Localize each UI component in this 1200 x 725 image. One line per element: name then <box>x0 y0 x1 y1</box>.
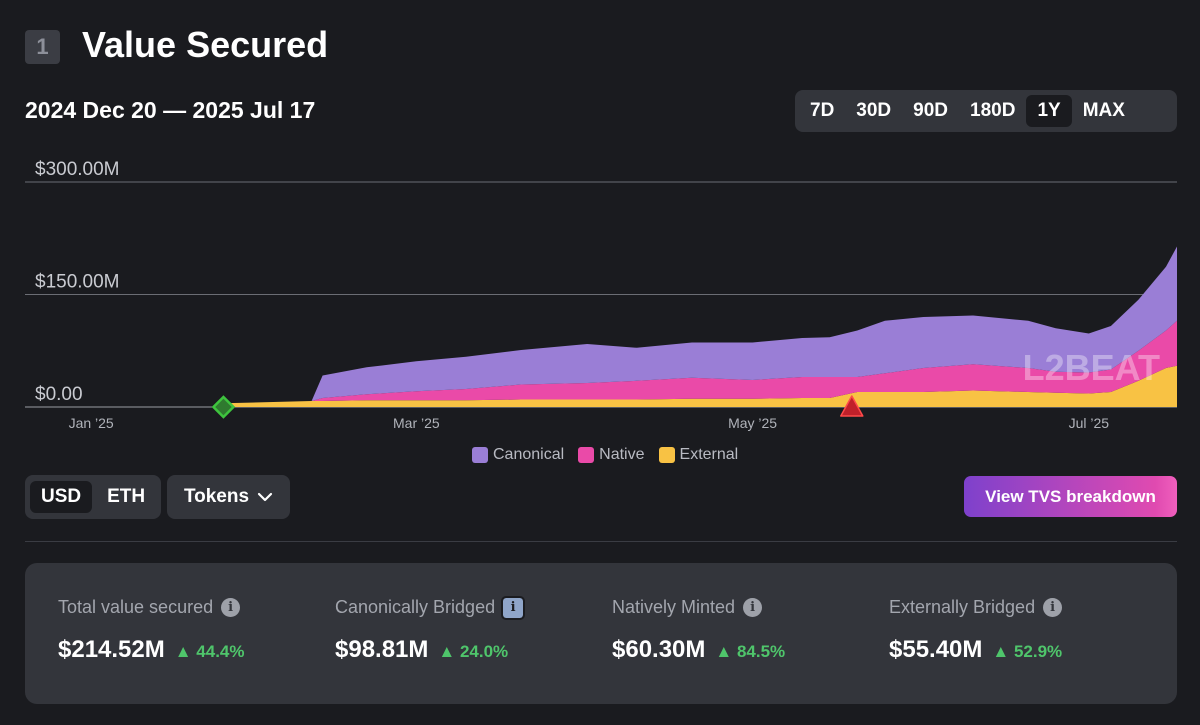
range-max-button[interactable]: MAX <box>1082 100 1125 121</box>
stat-label: Canonically Bridged <box>335 597 496 617</box>
stat-value: $60.30M <box>612 636 706 663</box>
legend-canonical: Canonical <box>472 446 564 464</box>
eth-button[interactable]: ETH <box>107 486 146 507</box>
unit-selector: USD ETH <box>25 475 161 519</box>
info-icon[interactable]: i <box>1043 598 1063 617</box>
legend-label-external: External <box>679 446 739 463</box>
incident-marker-red <box>840 395 864 417</box>
stat-label: Externally Bridged <box>889 597 1036 617</box>
area-series-native <box>223 320 1177 404</box>
value-secured-chart[interactable]: $0.00 $150.00M $300.00M Jan ’25 Mar ’25 May ’… <box>0 145 1200 435</box>
y-tick-label: $150.00M <box>35 272 120 293</box>
l2beat-watermark: L2BEAT <box>1023 347 1160 388</box>
stats-panel: Total value secured i $214.52M ▲ 44.4% Can… <box>25 563 1177 704</box>
range-90d-button[interactable]: 90D <box>913 100 949 121</box>
range-1y-button[interactable]: 1Y <box>1026 95 1072 127</box>
view-tvs-breakdown-button[interactable]: View TVS breakdown <box>964 476 1177 517</box>
stat-value: $98.81M <box>335 636 429 663</box>
y-tick-label: $0.00 <box>35 384 83 405</box>
stat-total-value-secured: Total value secured i $214.52M ▲ 44.4% <box>58 597 245 664</box>
info-icon[interactable]: i <box>221 598 241 617</box>
chevron-down-icon <box>257 492 273 502</box>
range-180d-button[interactable]: 180D <box>970 100 1016 121</box>
x-tick-label: May ’25 <box>728 415 777 431</box>
stat-change: ▲ 84.5% <box>715 642 786 661</box>
usd-button[interactable]: USD <box>30 481 93 513</box>
x-tick-label: Jan ’25 <box>69 415 114 431</box>
legend-swatch-native <box>578 447 595 463</box>
legend-label-native: Native <box>599 446 645 463</box>
stat-change: ▲ 24.0% <box>438 642 509 661</box>
tokens-label: Tokens <box>183 486 250 507</box>
stat-change: ▲ 44.4% <box>174 642 245 661</box>
x-tick-label: Mar ’25 <box>393 415 440 431</box>
y-tick-label: $300.00M <box>35 159 120 180</box>
milestone-marker-green <box>211 395 236 419</box>
tokens-dropdown[interactable]: Tokens <box>167 475 290 519</box>
page-title: Value Secured <box>82 24 329 65</box>
stat-value: $214.52M <box>58 636 165 663</box>
legend-swatch-canonical <box>472 447 488 463</box>
x-tick-label: Jul ’25 <box>1069 415 1110 431</box>
divider <box>25 541 1177 542</box>
info-icon[interactable]: i <box>501 595 526 620</box>
range-7d-button[interactable]: 7D <box>810 100 835 121</box>
legend-label-canonical: Canonical <box>493 446 565 463</box>
stat-value: $55.40M <box>889 636 983 663</box>
legend-swatch-external <box>658 447 675 463</box>
date-range: 2024 Dec 20 — 2025 Jul 17 <box>25 97 316 123</box>
range-selector: 7D 30D 90D 180D 1Y MAX <box>795 90 1177 132</box>
chart-legend: Canonical Native External <box>472 446 738 464</box>
stat-label: Natively Minted <box>612 597 736 617</box>
area-series-canonical <box>223 246 1177 404</box>
info-icon[interactable]: i <box>743 598 763 617</box>
section-number: 1 <box>25 30 60 64</box>
area-series-external <box>223 365 1177 407</box>
legend-external: External <box>658 446 739 464</box>
legend-native: Native <box>578 446 645 464</box>
stat-label: Total value secured <box>58 597 214 617</box>
range-30d-button[interactable]: 30D <box>856 100 892 121</box>
stat-externally-bridged: Externally Bridged i $55.40M ▲ 52.9% <box>889 597 1062 664</box>
stat-change: ▲ 52.9% <box>992 642 1063 661</box>
stat-natively-minted: Natively Minted i $60.30M ▲ 84.5% <box>612 597 785 664</box>
stat-canonically-bridged: Canonically Bridged i $98.81M ▲ 24.0% <box>335 595 526 664</box>
